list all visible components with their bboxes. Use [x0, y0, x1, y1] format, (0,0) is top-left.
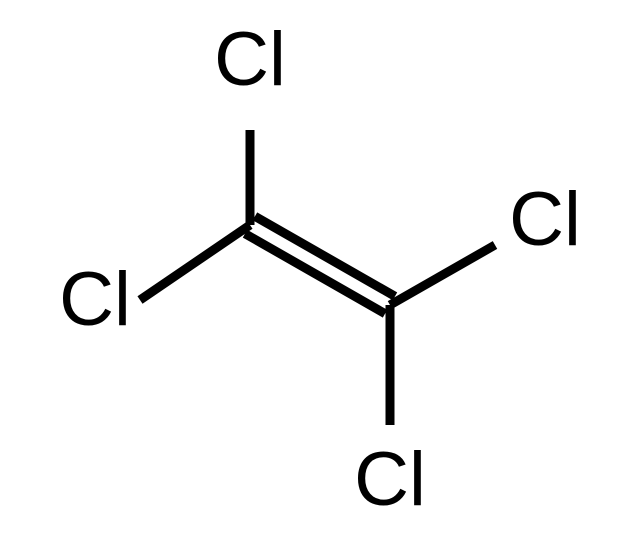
molecule-diagram: Cl Cl Cl Cl	[0, 0, 640, 553]
atom-label-cl: Cl	[354, 437, 426, 522]
atom-label-cl: Cl	[214, 17, 286, 102]
atom-label-cl: Cl	[59, 257, 131, 342]
bond	[390, 245, 495, 305]
atom-label-cl: Cl	[509, 177, 581, 262]
bond	[140, 225, 250, 300]
